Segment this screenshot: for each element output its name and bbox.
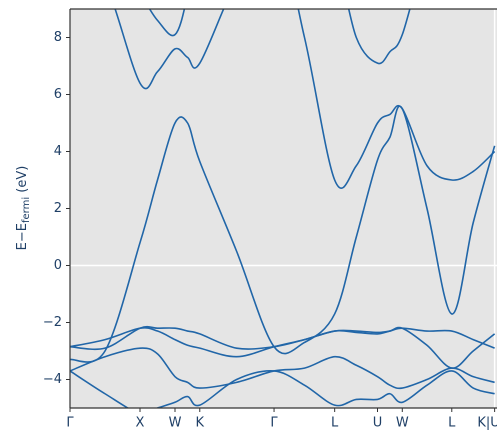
- band-line: [70, 326, 496, 369]
- x-tick-label: X: [136, 416, 145, 431]
- band-line: [70, 105, 496, 363]
- y-tick-label: 6: [54, 87, 62, 102]
- band-line: [70, 370, 495, 408]
- x-tick-label: U: [373, 416, 383, 431]
- band-line: [70, 347, 495, 390]
- y-tick-label: −2: [43, 315, 62, 330]
- x-tick-label: W: [169, 416, 182, 431]
- y-tick-label: −4: [43, 372, 62, 387]
- x-tick-label: Γ: [66, 416, 74, 431]
- y-tick-label: 4: [54, 144, 62, 159]
- y-tick-label: 8: [54, 30, 62, 45]
- x-tick-label: L: [331, 416, 339, 431]
- bands: [70, 9, 496, 408]
- y-tick-label: 2: [54, 201, 62, 216]
- x-tick-label: K: [196, 416, 205, 431]
- grid: [70, 9, 497, 408]
- x-tick-label: L: [448, 416, 456, 431]
- plot-background: [70, 9, 497, 408]
- y-label-unit: (eV): [15, 166, 30, 197]
- x-tick-label: K|U: [477, 416, 497, 431]
- y-axis-label: E−Efermi (eV): [15, 166, 33, 251]
- y-label-main: E−E: [15, 223, 30, 250]
- band-line: [114, 9, 496, 189]
- x-tick-label: Γ: [270, 416, 278, 431]
- y-label-sub: fermi: [21, 197, 32, 223]
- y-tick-label: 0: [54, 258, 62, 273]
- x-tick-label: W: [396, 416, 409, 431]
- band-line: [148, 9, 495, 65]
